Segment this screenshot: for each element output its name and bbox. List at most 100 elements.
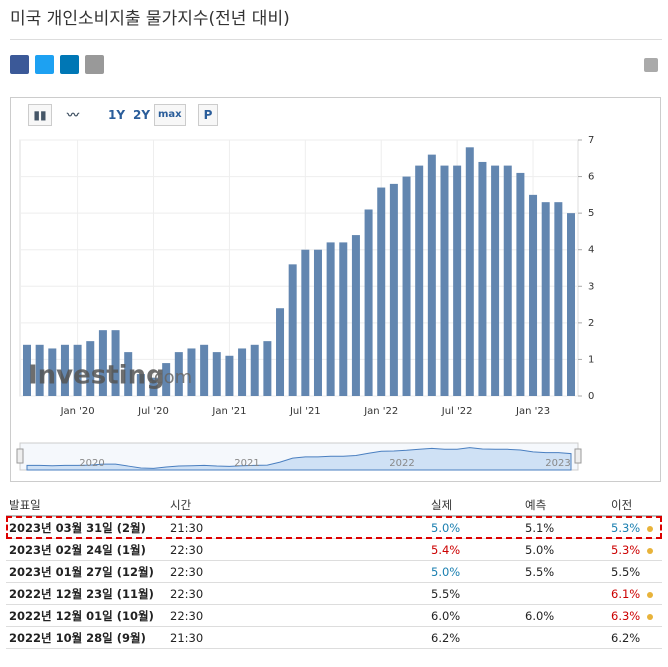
bar-type-button[interactable]: ▮▮ xyxy=(28,104,52,126)
col-header xyxy=(644,494,662,517)
print[interactable] xyxy=(644,58,658,72)
bar xyxy=(351,235,360,396)
y-tick-label: 7 xyxy=(588,135,594,146)
navigator-label: 2021 xyxy=(234,458,259,469)
linkedin-share[interactable] xyxy=(60,55,79,74)
bar xyxy=(326,242,335,396)
bar xyxy=(48,348,57,396)
bar xyxy=(453,165,462,396)
forecast xyxy=(522,582,608,605)
bar xyxy=(225,355,234,396)
y-tick-label: 1 xyxy=(588,354,594,365)
range-button[interactable]: max xyxy=(154,104,186,126)
time: 22:30 xyxy=(160,538,428,561)
x-tick-label: Jul '21 xyxy=(289,406,321,417)
time: 21:30 xyxy=(160,626,428,649)
facebook-share[interactable] xyxy=(10,55,29,74)
table-row: 2023년 03월 31일 (2월) 21:30 5.0% 5.1% 5.3% xyxy=(6,516,662,539)
bar xyxy=(415,165,424,396)
x-tick-label: Jan '20 xyxy=(60,406,95,417)
revision-dot xyxy=(647,547,653,554)
y-tick-label: 5 xyxy=(588,208,594,219)
navigator-label: 2022 xyxy=(389,458,414,469)
watermark: .com xyxy=(148,367,192,388)
dot-cell xyxy=(644,626,662,649)
chart-panel xyxy=(10,97,661,482)
dot-cell xyxy=(644,582,662,605)
col-header: 이전 xyxy=(608,494,644,517)
email-share[interactable] xyxy=(85,55,104,74)
time: 22:30 xyxy=(160,582,428,605)
table-row: 2022년 10월 28일 (9월) 21:30 6.2% 6.2% xyxy=(6,626,662,649)
history-table: 발표일 시간 실제 예측 이전 2023년 03월 31일 (2월) 21:30 5… xyxy=(6,494,662,649)
bar xyxy=(478,161,487,396)
y-tick-label: 0 xyxy=(588,391,594,402)
time: 21:30 xyxy=(160,516,428,539)
previous: 5.3% xyxy=(608,516,644,539)
line-type-button[interactable]: 〰 xyxy=(66,108,79,122)
x-tick-label: Jan '23 xyxy=(515,406,550,417)
navigator-area xyxy=(26,447,572,471)
bar xyxy=(149,377,158,396)
bar xyxy=(339,242,348,396)
actual: 5.4% xyxy=(428,538,522,561)
bar xyxy=(301,249,310,396)
dot-cell xyxy=(644,604,662,627)
previous: 6.2% xyxy=(608,626,644,649)
forecast: 5.5% xyxy=(522,560,608,583)
bar xyxy=(98,330,107,396)
bar xyxy=(402,176,411,396)
bar xyxy=(111,330,120,396)
watermark: Investing xyxy=(28,361,165,391)
time: 22:30 xyxy=(160,604,428,627)
col-header: 시간 xyxy=(160,494,428,517)
actual: 5.0% xyxy=(428,516,522,539)
bar xyxy=(263,341,272,396)
actual: 6.2% xyxy=(428,626,522,649)
date: 2023년 02월 24일 (1월) xyxy=(6,538,160,561)
table-row: 2022년 12월 01일 (10월) 22:30 6.0% 6.0% 6.3% xyxy=(6,604,662,627)
table-row: 2023년 02월 24일 (1월) 22:30 5.4% 5.0% 5.3% xyxy=(6,538,662,561)
table-row: 2022년 12월 23일 (11월) 22:30 5.5% 6.1% xyxy=(6,582,662,605)
divider xyxy=(10,39,662,40)
date: 2023년 01월 27일 (12월) xyxy=(6,560,160,583)
bar xyxy=(73,344,82,396)
col-header: 발표일 xyxy=(6,494,160,517)
table-row: 2023년 01월 27일 (12월) 22:30 5.0% 5.5% 5.5% xyxy=(6,560,662,583)
actual: 5.5% xyxy=(428,582,522,605)
date: 2023년 03월 31일 (2월) xyxy=(6,516,160,539)
x-tick-label: Jul '20 xyxy=(137,406,169,417)
range-button[interactable]: 2Y xyxy=(133,108,151,122)
revision-dot xyxy=(647,591,653,598)
actual: 6.0% xyxy=(428,604,522,627)
bar xyxy=(465,147,474,396)
bar xyxy=(86,341,95,396)
forecast: 6.0% xyxy=(522,604,608,627)
date: 2022년 12월 23일 (11월) xyxy=(6,582,160,605)
bar xyxy=(136,374,145,396)
range-button[interactable]: 1Y xyxy=(108,108,126,122)
col-header: 실제 xyxy=(428,494,522,517)
bar xyxy=(491,165,500,396)
bar xyxy=(124,352,133,396)
bar xyxy=(174,352,183,396)
page-title: 미국 개인소비지출 물가지수(전년 대비) xyxy=(10,9,290,29)
previous: 5.5% xyxy=(608,560,644,583)
y-tick-label: 2 xyxy=(588,318,594,329)
bar xyxy=(250,344,259,396)
actual: 5.0% xyxy=(428,560,522,583)
bar xyxy=(35,344,44,396)
previous: 6.3% xyxy=(608,604,644,627)
navigator-label: 2023 xyxy=(545,458,570,469)
bar xyxy=(427,154,436,396)
dot-cell xyxy=(644,516,662,539)
bar xyxy=(554,202,563,396)
bar xyxy=(313,249,322,396)
bar xyxy=(377,187,386,396)
twitter-share[interactable] xyxy=(35,55,54,74)
navigator-handle xyxy=(574,448,582,464)
bar xyxy=(276,308,285,396)
print-chart-button[interactable]: P xyxy=(198,104,218,126)
bar xyxy=(389,183,398,396)
bar xyxy=(529,194,538,396)
